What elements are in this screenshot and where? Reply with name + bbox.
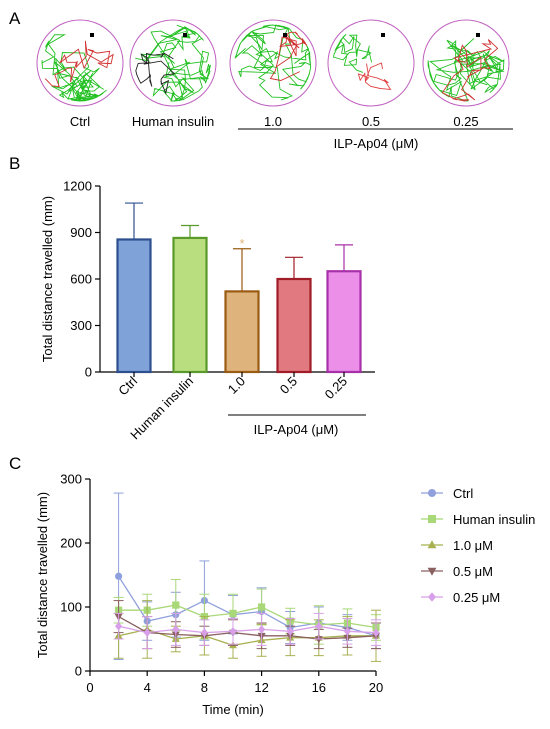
legend-marker: [427, 540, 437, 549]
arena-circle: [36, 19, 124, 107]
x-tick-label: 12: [254, 680, 268, 695]
arena-marker: [476, 33, 480, 37]
bar: [326, 270, 362, 374]
data-point: [229, 609, 237, 617]
arena-track: [332, 33, 373, 73]
legend-marker: [427, 567, 437, 576]
arena-label: 1.0: [264, 114, 282, 129]
data-point: [115, 621, 123, 631]
arena-label: 0.25: [453, 114, 478, 129]
legend-label: 0.25 μM: [453, 590, 500, 605]
arena-marker: [183, 33, 187, 37]
y-tick-label: 300: [60, 472, 82, 487]
data-point: [143, 628, 151, 637]
x-tick-label: 0: [86, 680, 93, 695]
data-point: [314, 636, 323, 644]
panel-label-a: A: [9, 9, 21, 28]
series-line: [118, 625, 377, 634]
data-point: [229, 627, 237, 636]
arena-track-accent: [269, 31, 308, 81]
legend-label: 0.5 μM: [453, 564, 493, 579]
data-point: [372, 628, 380, 637]
y-tick-label: 600: [70, 272, 92, 287]
x-tick-label: 0.5: [277, 374, 300, 397]
data-point: [200, 628, 208, 637]
group-label: ILP-Ap04 (μM): [254, 422, 339, 437]
group-label: ILP-Ap04 (μM): [334, 136, 419, 151]
x-tick-label: 4: [144, 680, 151, 695]
data-point: [286, 627, 294, 636]
legend-label: Human insulin: [453, 512, 535, 527]
arena-track: [135, 24, 212, 102]
x-axis-title: Time (min): [202, 702, 264, 717]
arena-circle: [229, 19, 317, 107]
arena-track: [41, 34, 107, 102]
y-axis-title: Total distance travelled (mm): [40, 196, 55, 362]
panel-label-c: C: [9, 454, 22, 473]
legend-marker: [428, 592, 436, 602]
data-point: [115, 572, 123, 580]
arena-track-accent: [441, 39, 499, 102]
arena-track-accent: [135, 52, 176, 95]
legend-marker: [428, 515, 436, 523]
y-axis-title: Total distance travelled (mm): [35, 492, 50, 658]
data-point: [258, 625, 266, 634]
bar: [116, 238, 152, 374]
x-tick-label: Ctrl: [115, 373, 140, 398]
arena-label: Ctrl: [70, 114, 90, 129]
x-tick-label: 0.25: [322, 374, 351, 403]
series-line: [118, 575, 377, 637]
x-tick-label: 16: [312, 680, 326, 695]
y-tick-label: 1200: [63, 179, 92, 194]
arena-track: [427, 38, 505, 102]
y-tick-label: 100: [60, 600, 82, 615]
y-tick-label: 200: [60, 536, 82, 551]
y-tick-label: 0: [75, 664, 82, 679]
arena-track-accent: [357, 62, 392, 91]
series-line: [118, 604, 377, 629]
data-point: [343, 627, 351, 636]
y-tick-label: 300: [70, 318, 92, 333]
data-point: [315, 621, 323, 631]
panel-b-bar-chart: 0 300 600 900 1200 Total distance travelled (…: [40, 179, 375, 442]
arena-marker: [283, 33, 287, 37]
arena-circle: [327, 19, 415, 107]
x-tick-label: 1.0: [225, 374, 248, 397]
bar: [172, 236, 208, 374]
bar: [276, 277, 312, 374]
panel-label-b: B: [9, 154, 21, 173]
data-point: [258, 603, 266, 611]
series-line: [118, 616, 377, 640]
y-tick-label: 900: [70, 225, 92, 240]
arena-label: 0.5: [362, 114, 380, 129]
legend-marker: [428, 489, 436, 497]
x-tick-label: 20: [369, 680, 383, 695]
panel-c-line-chart: 0 100 200 300 0 4 8 12 16 20 Time (min) Total dista…: [35, 472, 535, 718]
x-tick-label: 8: [201, 680, 208, 695]
arena-label: Human insulin: [132, 114, 214, 129]
legend-label: 1.0 μM: [453, 538, 493, 553]
data-point: [172, 601, 180, 609]
arena-marker: [381, 33, 385, 37]
arena-circle: [422, 19, 510, 107]
data-point: [172, 625, 180, 634]
arena-marker: [90, 33, 94, 37]
bar: [224, 290, 260, 374]
arena-circle: [129, 19, 217, 107]
y-tick-label: 0: [85, 365, 92, 380]
legend-label: Ctrl: [453, 486, 473, 501]
panel-a-arenas: Ctrl Human insulin 1.0 0.5 0.25 ILP-Ap04 (μM): [36, 19, 513, 151]
arena-track-accent: [44, 40, 114, 88]
arena-track: [234, 24, 312, 101]
series: [113, 600, 381, 650]
series: [113, 612, 381, 650]
significance-marker: *: [239, 236, 244, 251]
